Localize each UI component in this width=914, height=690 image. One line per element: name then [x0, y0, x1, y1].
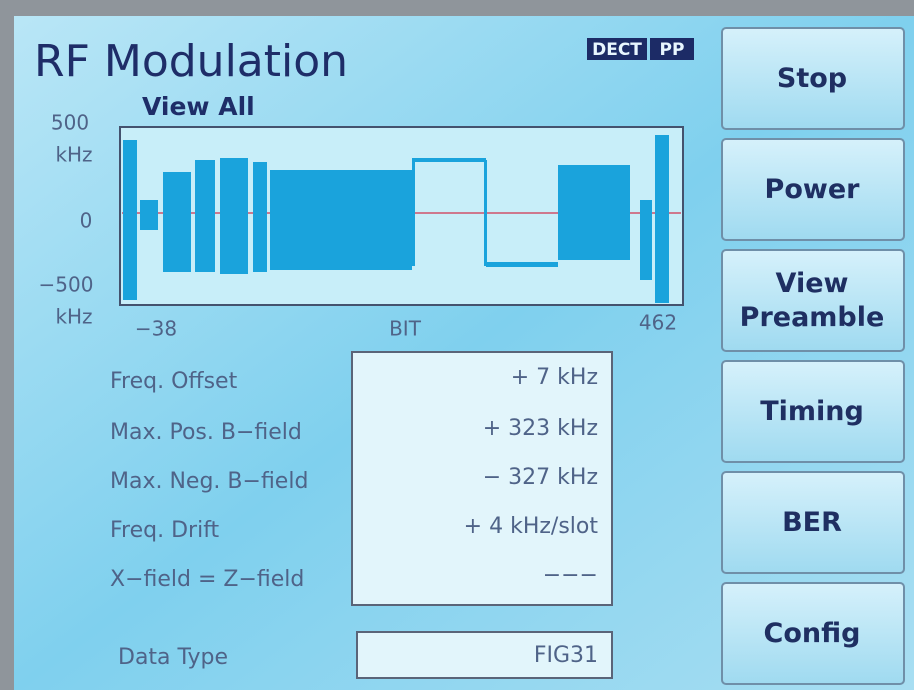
subtitle: View All: [142, 92, 255, 121]
button-label[interactable]: Config: [764, 618, 861, 649]
button-label[interactable]: Preamble: [740, 302, 885, 333]
measurement-label: Freq. Drift: [110, 518, 220, 543]
title: RF Modulation: [34, 36, 348, 87]
data-type-label: Data Type: [118, 645, 228, 670]
measurement-label: Max. Neg. B−field: [110, 469, 308, 494]
button-label[interactable]: View: [776, 268, 849, 299]
y-label: 500: [51, 111, 89, 135]
button-label[interactable]: Timing: [760, 396, 864, 427]
button-label[interactable]: Stop: [777, 63, 847, 94]
measurement-label: X−field = Z−field: [110, 567, 304, 592]
measurement-label: Max. Pos. B−field: [110, 420, 302, 445]
button[interactable]: [722, 250, 904, 351]
x-label: −38: [135, 317, 177, 341]
y-label: kHz: [55, 143, 92, 167]
measurement-value: + 323 kHz: [483, 416, 598, 441]
measurement-value: −−−: [543, 563, 598, 588]
button-label[interactable]: Power: [765, 174, 861, 205]
y-label: −500: [39, 273, 94, 297]
data-type-value: FIG31: [534, 643, 598, 668]
x-label: BIT: [389, 317, 422, 341]
measurement-value: + 7 kHz: [511, 365, 598, 390]
y-label: 0: [80, 209, 93, 233]
screen: DECT PP RF Modulation View All 500 kHz 0…: [0, 0, 914, 690]
measurement-label: Freq. Offset: [110, 369, 238, 394]
x-label: 462: [639, 311, 677, 335]
measurement-value: + 4 kHz/slot: [464, 514, 599, 539]
page: {"header": {"title": "RF Modulation", "b…: [0, 0, 914, 690]
measurement-value: − 327 kHz: [483, 465, 598, 490]
badge: DECT: [592, 40, 642, 60]
badge: PP: [660, 40, 685, 60]
button-label[interactable]: BER: [782, 507, 842, 538]
y-label: kHz: [55, 305, 92, 329]
